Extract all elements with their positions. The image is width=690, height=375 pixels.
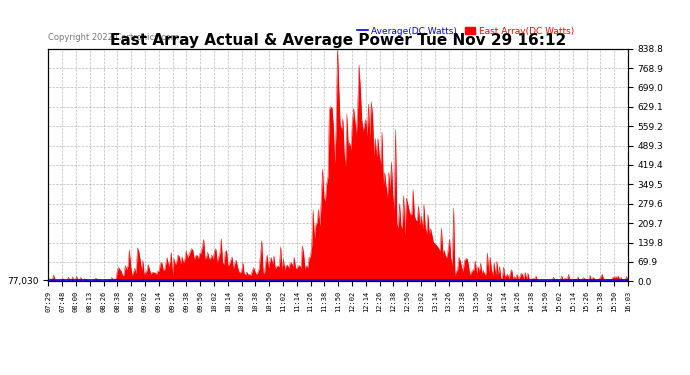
Title: East Array Actual & Average Power Tue Nov 29 16:12: East Array Actual & Average Power Tue No…	[110, 33, 566, 48]
Text: Copyright 2022 Cartronics.com: Copyright 2022 Cartronics.com	[48, 33, 179, 42]
Legend: Average(DC Watts), East Array(DC Watts): Average(DC Watts), East Array(DC Watts)	[353, 23, 578, 39]
